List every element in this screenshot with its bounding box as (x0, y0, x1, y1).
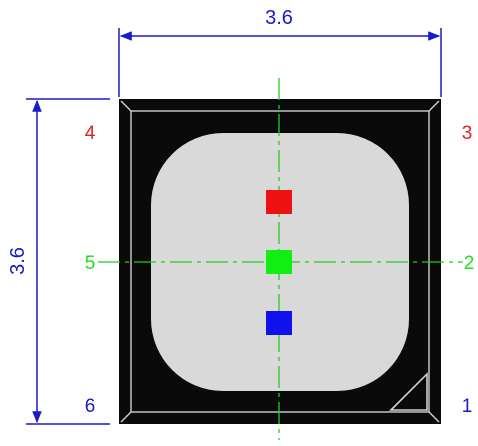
pin-label-3: 3 (462, 123, 473, 144)
pin-label-5: 5 (85, 253, 96, 274)
width-label: 3.6 (265, 7, 293, 29)
bevel-top-right (428, 100, 440, 112)
polarity-mark (389, 372, 428, 411)
pin-label-2: 2 (464, 253, 475, 274)
bevel-bottom-right (428, 411, 440, 423)
red-die (266, 190, 292, 214)
height-label: 3.6 (7, 247, 29, 275)
bevel-bottom-left (120, 411, 132, 423)
pin-label-1: 1 (462, 396, 473, 417)
bevel-top-left (120, 100, 132, 112)
blue-die (266, 311, 292, 335)
pin-labels: 4 3 5 2 6 1 (85, 123, 475, 417)
green-die (266, 250, 292, 274)
pin-label-4: 4 (85, 123, 96, 144)
pin-label-6: 6 (85, 396, 96, 417)
led-dies (266, 190, 292, 335)
height-dimension: 3.6 (7, 98, 110, 425)
width-dimension: 3.6 (118, 7, 442, 97)
